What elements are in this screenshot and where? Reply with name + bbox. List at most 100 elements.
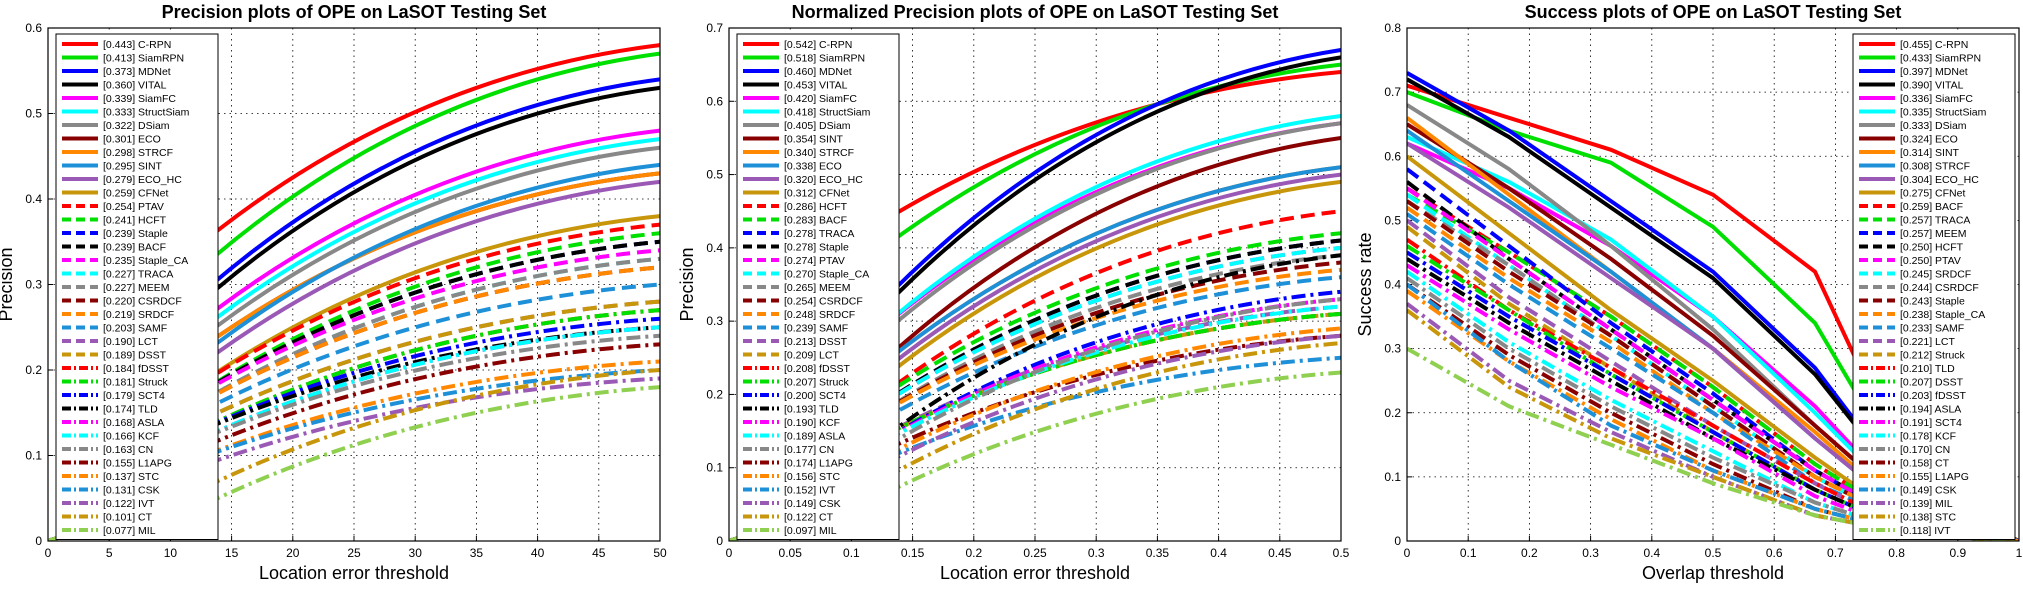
legend-label: [0.254] PTAV <box>103 201 164 213</box>
legend-label: [0.210] TLD <box>1900 363 1955 375</box>
legend-label: [0.257] MEEM <box>1900 228 1967 240</box>
legend-label: [0.420] SiamFC <box>784 93 857 105</box>
series-line <box>1407 250 2019 541</box>
x-tick-label: 0 <box>45 546 52 560</box>
x-tick-label: 0.35 <box>1146 546 1170 560</box>
y-tick-label: 0.8 <box>1384 21 1401 35</box>
axes-frame <box>728 27 1342 542</box>
x-tick-label: 0.7 <box>1827 546 1844 560</box>
legend: [0.455] C-RPN [0.433] SiamRPN[0.397] MDNe… <box>1852 33 2016 540</box>
legend-label: [0.193] TLD <box>784 404 839 416</box>
legend-label: [0.278] Staple <box>784 242 849 254</box>
legend-label: [0.390] VITAL <box>1900 80 1964 92</box>
legend-label: [0.101] CT <box>103 512 153 524</box>
legend-label: [0.203] SAMF <box>103 323 167 335</box>
chart-title: Precision plots of OPE on LaSOT Testing … <box>162 2 547 22</box>
chart-panel-0: Precision plots of OPE on LaSOT Testing … <box>0 2 667 583</box>
legend-label: [0.250] HCFT <box>1900 242 1964 254</box>
legend-label: [0.131] CSK <box>103 485 160 497</box>
legend-label: [0.203] fDSST <box>1900 390 1967 402</box>
axes-frame <box>1406 27 2020 542</box>
legend-label: [0.184] fDSST <box>103 363 170 375</box>
legend-label: [0.163] CN <box>103 444 153 456</box>
legend-label: [0.244] CSRDCF <box>1900 282 1979 294</box>
x-tick-label: 30 <box>409 546 423 560</box>
legend-label: [0.324] ECO <box>1900 134 1958 146</box>
legend-label: [0.227] MEEM <box>103 282 170 294</box>
legend-label: [0.314] SINT <box>1900 147 1960 159</box>
legend-label: [0.279] ECO_HC <box>103 174 182 186</box>
legend-label: [0.221] LCT <box>1900 336 1955 348</box>
legend-label: [0.239] BACF <box>103 242 166 254</box>
x-tick-label: 0.3 <box>1582 546 1599 560</box>
legend-label: [0.254] CSRDCF <box>784 296 863 308</box>
legend-label: [0.156] STC <box>784 471 840 483</box>
series-line <box>1407 237 2019 541</box>
legend-label: [0.177] CN <box>784 444 834 456</box>
legend-label: [0.181] Struck <box>103 377 169 389</box>
chart-title: Normalized Precision plots of OPE on LaS… <box>792 2 1279 22</box>
y-tick-label: 0.3 <box>706 314 723 328</box>
legend-label: [0.097] MIL <box>784 525 837 537</box>
x-tick-label: 25 <box>347 546 361 560</box>
y-tick-label: 0 <box>35 534 42 548</box>
legend: [0.542] C-RPN [0.518] SiamRPN[0.460] MDNe… <box>736 33 900 540</box>
legend-label: [0.257] TRACA <box>1900 215 1970 227</box>
legend-label: [0.235] Staple_CA <box>103 255 188 267</box>
y-axis-label: Precision <box>0 247 16 321</box>
legend-label: [0.191] SCT4 <box>1900 417 1962 429</box>
legend-label: [0.283] BACF <box>784 215 847 227</box>
series-line <box>1407 199 2019 541</box>
legend-label: [0.339] SiamFC <box>103 93 176 105</box>
legend-label: [0.308] STRCF <box>1900 161 1970 173</box>
legend-label: [0.077] MIL <box>103 525 156 537</box>
legend-label: [0.178] KCF <box>1900 431 1956 443</box>
legend-label: [0.274] PTAV <box>784 255 845 267</box>
legend-label: [0.200] SCT4 <box>784 390 846 402</box>
x-tick-label: 5 <box>106 546 113 560</box>
x-tick-label: 0.4 <box>1210 546 1227 560</box>
x-tick-label: 0.8 <box>1888 546 1905 560</box>
legend-label: [0.139] MIL <box>1900 498 1953 510</box>
legend-label: [0.340] STRCF <box>784 147 854 159</box>
legend-label: [0.213] DSST <box>784 336 848 348</box>
x-tick-label: 0 <box>1404 546 1411 560</box>
x-axis-label: Location error threshold <box>259 563 449 583</box>
x-tick-label: 0.6 <box>1766 546 1783 560</box>
legend-label: [0.275] CFNet <box>1900 188 1965 200</box>
y-tick-label: 0.6 <box>1384 149 1401 163</box>
legend-label: [0.233] SAMF <box>1900 323 1964 335</box>
x-tick-label: 0.1 <box>1460 546 1477 560</box>
x-tick-label: 0.5 <box>1333 546 1350 560</box>
legend-label: [0.138] STC <box>1900 512 1956 524</box>
y-axis-label: Precision <box>677 247 697 321</box>
y-tick-label: 0.2 <box>25 363 42 377</box>
y-tick-label: 0.7 <box>706 21 723 35</box>
x-tick-label: 0.1 <box>843 546 860 560</box>
y-tick-label: 0.5 <box>25 107 42 121</box>
legend: [0.443] C-RPN [0.413] SiamRPN[0.373] MDNe… <box>55 33 219 540</box>
y-axis-label: Success rate <box>1355 232 1375 336</box>
legend-label: [0.295] SINT <box>103 161 163 173</box>
legend-label: [0.207] Struck <box>784 377 850 389</box>
legend-label: [0.518] SiamRPN <box>784 53 865 65</box>
legend-label: [0.168] ASLA <box>103 417 164 429</box>
y-tick-label: 0.2 <box>1384 406 1401 420</box>
legend-label: [0.336] SiamFC <box>1900 93 1973 105</box>
legend-label: [0.333] StructSiam <box>103 107 190 119</box>
y-tick-label: 0.6 <box>706 94 723 108</box>
x-tick-label: 0.2 <box>1521 546 1538 560</box>
y-tick-label: 0.4 <box>1384 278 1401 292</box>
x-axis-label: Location error threshold <box>940 563 1130 583</box>
legend-label: [0.354] SINT <box>784 134 844 146</box>
legend-label: [0.179] SCT4 <box>103 390 165 402</box>
legend-label: [0.212] Struck <box>1900 350 1966 362</box>
legend-label: [0.460] MDNet <box>784 66 852 78</box>
legend-label: [0.189] DSST <box>103 350 167 362</box>
legend-label: [0.298] STRCF <box>103 147 173 159</box>
series-line <box>1407 167 2019 541</box>
x-tick-label: 0.05 <box>779 546 803 560</box>
y-tick-label: 0 <box>1394 534 1401 548</box>
chart-panel-1: Normalized Precision plots of OPE on LaS… <box>677 2 1350 583</box>
y-tick-label: 0.6 <box>25 21 42 35</box>
